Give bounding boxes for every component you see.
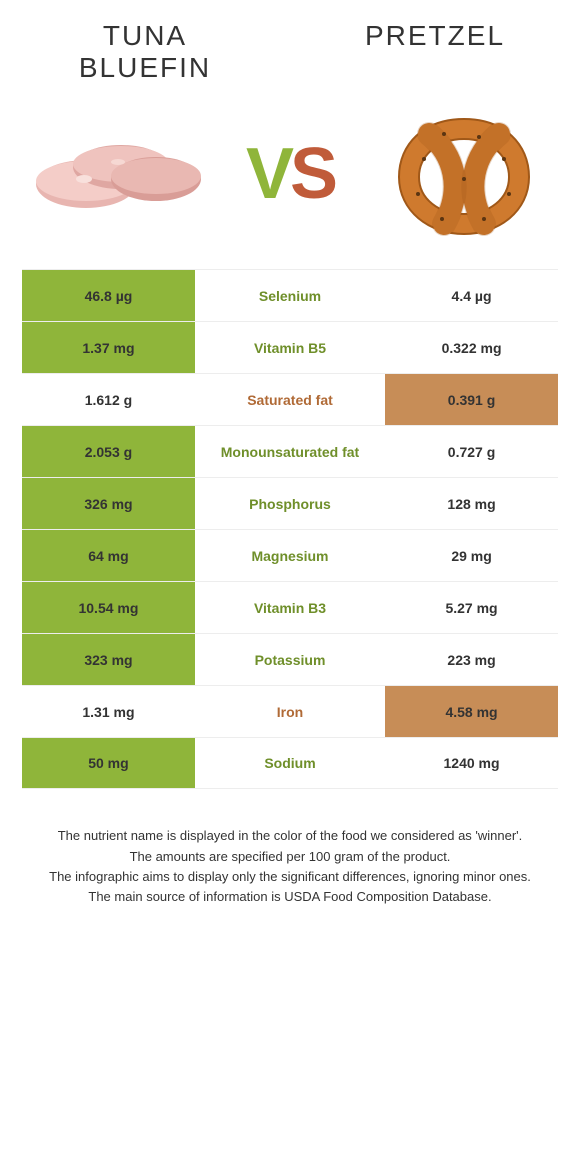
- table-row: 64 mgMagnesium29 mg: [22, 529, 558, 581]
- nutrient-name: Vitamin B3: [195, 582, 385, 633]
- table-row: 1.31 mgIron4.58 mg: [22, 685, 558, 737]
- left-value: 2.053 g: [22, 426, 195, 477]
- left-title-line2: Bluefin: [79, 52, 211, 83]
- nutrient-name: Monounsaturated fat: [195, 426, 385, 477]
- table-row: 46.8 µgSelenium4.4 µg: [22, 269, 558, 321]
- left-value: 323 mg: [22, 634, 195, 685]
- table-row: 50 mgSodium1240 mg: [22, 737, 558, 789]
- footnote: The main source of information is USDA F…: [28, 888, 552, 906]
- right-title: Pretzel: [365, 20, 505, 51]
- right-value: 128 mg: [385, 478, 558, 529]
- left-value: 1.612 g: [22, 374, 195, 425]
- vs-v: V: [246, 134, 290, 214]
- right-value: 0.322 mg: [385, 322, 558, 373]
- vs-s: S: [290, 134, 334, 214]
- nutrient-name: Phosphorus: [195, 478, 385, 529]
- footnote: The amounts are specified per 100 gram o…: [28, 848, 552, 866]
- nutrient-name: Potassium: [195, 634, 385, 685]
- nutrient-name: Selenium: [195, 270, 385, 321]
- footnotes: The nutrient name is displayed in the co…: [0, 807, 580, 938]
- header-row: Tuna Bluefin Pretzel: [0, 0, 580, 89]
- right-value: 0.391 g: [385, 374, 558, 425]
- table-row: 326 mgPhosphorus128 mg: [22, 477, 558, 529]
- right-value: 1240 mg: [385, 738, 558, 788]
- right-value: 223 mg: [385, 634, 558, 685]
- table-row: 1.612 gSaturated fat0.391 g: [22, 373, 558, 425]
- table-row: 10.54 mgVitamin B35.27 mg: [22, 581, 558, 633]
- right-value: 0.727 g: [385, 426, 558, 477]
- nutrient-name: Iron: [195, 686, 385, 737]
- left-value: 326 mg: [22, 478, 195, 529]
- table-row: 1.37 mgVitamin B50.322 mg: [22, 321, 558, 373]
- left-value: 10.54 mg: [22, 582, 195, 633]
- footnote: The nutrient name is displayed in the co…: [28, 827, 552, 845]
- nutrient-name: Sodium: [195, 738, 385, 788]
- left-value: 1.37 mg: [22, 322, 195, 373]
- left-food-title: Tuna Bluefin: [0, 20, 290, 84]
- right-value: 4.4 µg: [385, 270, 558, 321]
- right-food-title: Pretzel: [290, 20, 580, 52]
- nutrient-name: Saturated fat: [195, 374, 385, 425]
- right-value: 5.27 mg: [385, 582, 558, 633]
- tuna-icon: [26, 99, 206, 249]
- left-title-line1: Tuna: [103, 20, 187, 51]
- right-food-image: [358, 99, 570, 249]
- pretzel-icon: [374, 99, 554, 249]
- left-value: 46.8 µg: [22, 270, 195, 321]
- left-value: 64 mg: [22, 530, 195, 581]
- nutrient-name: Vitamin B5: [195, 322, 385, 373]
- table-row: 323 mgPotassium223 mg: [22, 633, 558, 685]
- table-row: 2.053 gMonounsaturated fat0.727 g: [22, 425, 558, 477]
- image-row: VS: [0, 89, 580, 269]
- right-value: 29 mg: [385, 530, 558, 581]
- footnote: The infographic aims to display only the…: [28, 868, 552, 886]
- nutrient-table: 46.8 µgSelenium4.4 µg1.37 mgVitamin B50.…: [0, 269, 580, 807]
- nutrient-name: Magnesium: [195, 530, 385, 581]
- left-value: 1.31 mg: [22, 686, 195, 737]
- right-value: 4.58 mg: [385, 686, 558, 737]
- vs-label: VS: [230, 133, 350, 215]
- left-food-image: [10, 99, 222, 249]
- left-value: 50 mg: [22, 738, 195, 788]
